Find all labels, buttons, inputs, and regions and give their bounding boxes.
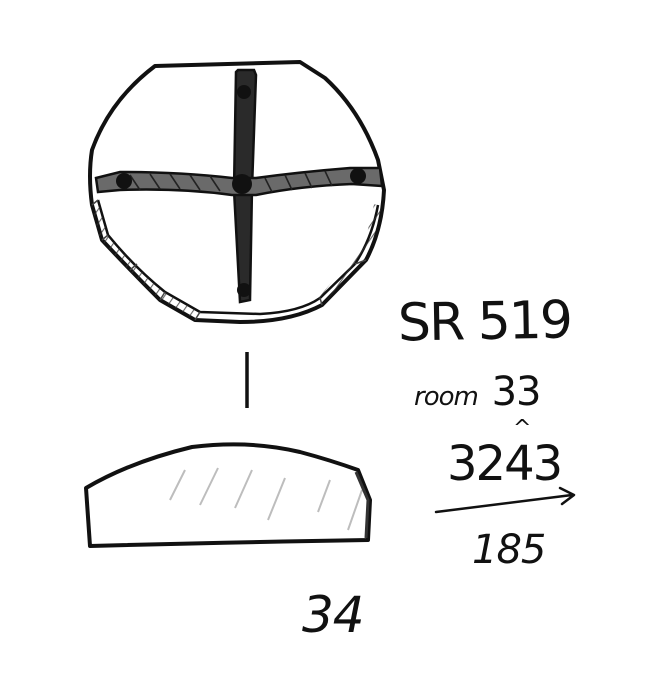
disc-outline: [88, 60, 386, 324]
room-reference: room 33: [414, 369, 542, 415]
right-rim-shade: [318, 204, 382, 303]
left-rim-shade: [91, 203, 200, 320]
cross-bar-hatching: [129, 170, 333, 193]
room-prefix: room: [414, 382, 479, 412]
profile-edge-shade: [354, 471, 370, 539]
object-label: SR 519: [397, 290, 572, 354]
context-number-text: 3243: [447, 436, 563, 492]
rivet-center: [232, 174, 252, 194]
rivet-right: [350, 168, 366, 184]
profile-outline: [84, 442, 372, 548]
plan-view: [88, 60, 386, 324]
sub-number: 185: [472, 527, 546, 573]
room-number: 33: [491, 369, 542, 415]
context-caret: ^: [513, 416, 531, 441]
figure-number: 34: [302, 586, 365, 644]
direction-arrow: [434, 486, 576, 514]
profile-hatching: [169, 467, 363, 531]
rivet-left: [116, 173, 132, 189]
context-number: ^ 3243: [447, 418, 563, 489]
rivet-bottom: [237, 283, 251, 297]
rivet-top: [237, 85, 251, 99]
profile-view: [84, 442, 372, 548]
